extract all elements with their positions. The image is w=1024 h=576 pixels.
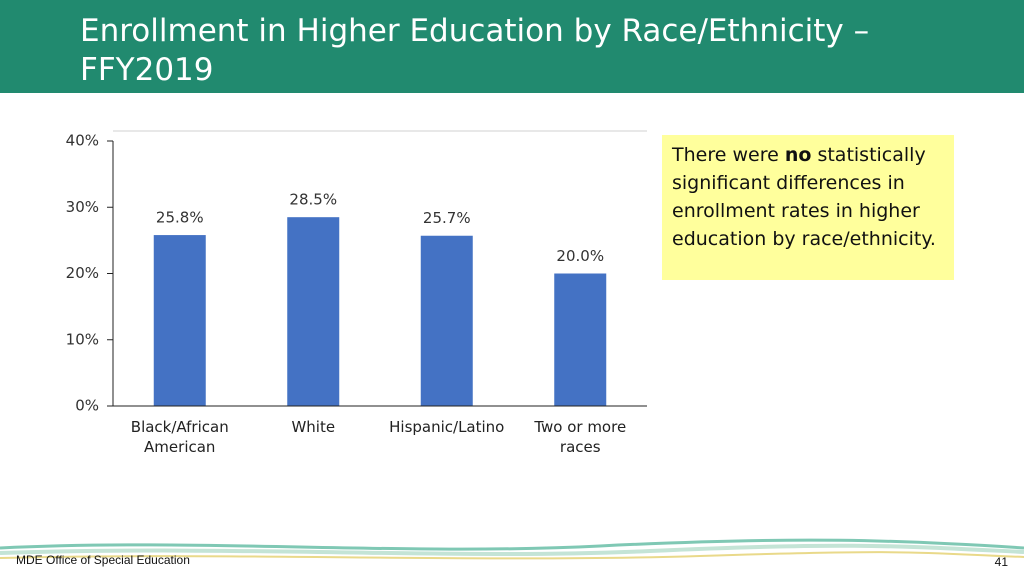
x-tick-label: Hispanic/Latino (389, 418, 505, 436)
y-tick-label: 0% (75, 397, 99, 415)
value-label: 28.5% (289, 191, 337, 209)
y-tick-label: 30% (66, 198, 99, 216)
footer: MDE Office of Special Education (16, 553, 190, 567)
y-tick-label: 10% (66, 330, 99, 348)
bar (554, 273, 607, 406)
value-label: 20.0% (556, 247, 604, 265)
page-number: 41 (994, 555, 1008, 569)
annotation-text: statistically significant differences in… (672, 144, 936, 250)
bar (153, 235, 206, 406)
footer-wave (0, 538, 1024, 551)
slide-title: Enrollment in Higher Education by Race/E… (80, 13, 870, 88)
x-tick-label: Two or more races (534, 418, 627, 456)
value-label: 25.7% (423, 209, 471, 227)
y-tick-label: 20% (66, 264, 99, 282)
header-band: Enrollment in Higher Education by Race/E… (0, 0, 1024, 93)
x-tick-label: Black/African American (130, 418, 229, 456)
footer-wave (0, 551, 1024, 560)
annotation-box: There were no statistically significant … (662, 135, 954, 280)
value-label: 25.8% (156, 209, 204, 227)
y-tick-label: 40% (66, 132, 99, 150)
annotation-emphasis: no (784, 144, 812, 166)
bar (420, 235, 473, 406)
bar (287, 217, 340, 406)
footer-wave (0, 543, 1024, 556)
annotation-text: There were (672, 144, 785, 166)
x-tick-label: White (291, 418, 336, 436)
